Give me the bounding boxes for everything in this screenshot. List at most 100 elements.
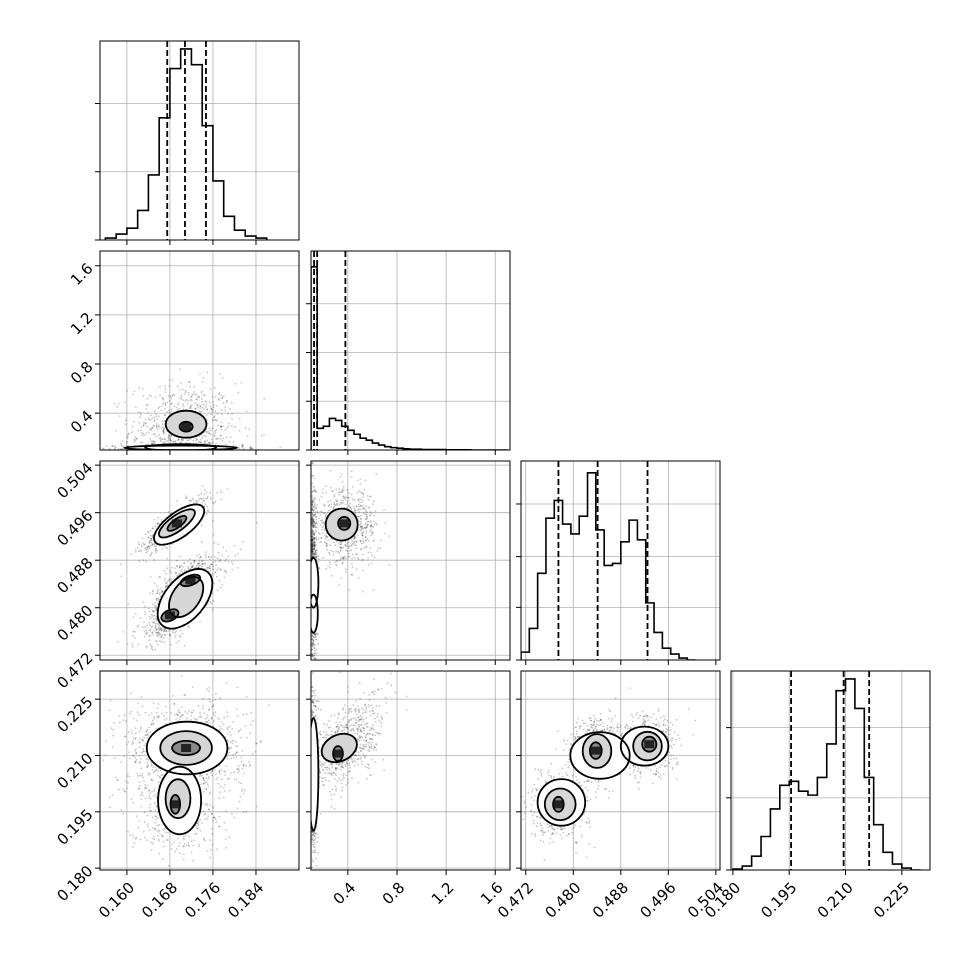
sample-point — [311, 550, 314, 553]
sample-point — [365, 532, 368, 535]
sample-point — [156, 470, 158, 472]
sample-point — [155, 608, 158, 610]
sample-point — [314, 515, 317, 518]
sample-point — [229, 407, 231, 410]
sample-point — [320, 519, 323, 522]
sample-point — [339, 491, 341, 493]
sample-point — [181, 438, 184, 441]
sample-point — [314, 663, 316, 665]
sample-point — [167, 454, 169, 456]
sample-point — [330, 490, 333, 492]
sample-point — [195, 566, 198, 569]
sample-point — [189, 558, 191, 560]
sample-point — [237, 552, 239, 555]
sample-point — [145, 629, 147, 632]
sample-point — [137, 411, 140, 413]
sample-point — [199, 774, 202, 776]
sample-point — [164, 413, 167, 416]
panel-2-1 — [306, 460, 511, 684]
sample-point — [340, 547, 343, 549]
sample-point — [311, 531, 314, 533]
sample-point — [179, 634, 182, 637]
sample-point — [211, 608, 214, 611]
sample-point — [233, 771, 236, 774]
sample-point — [199, 438, 202, 441]
sample-point — [215, 468, 217, 470]
sample-point — [216, 420, 219, 422]
sample-point — [315, 548, 318, 550]
contour-line-outer — [311, 557, 320, 609]
sample-point — [140, 441, 143, 444]
sample-point — [237, 391, 240, 394]
sample-point — [353, 537, 356, 539]
sample-point — [164, 391, 167, 393]
sample-point — [338, 491, 341, 494]
sample-point — [336, 502, 339, 505]
panel-0-0 — [95, 40, 300, 245]
sample-point — [311, 541, 314, 544]
sample-point — [216, 589, 219, 592]
sample-point — [222, 401, 225, 404]
sample-point — [234, 554, 237, 557]
sample-point — [207, 501, 209, 503]
sample-point — [353, 537, 356, 539]
sample-point — [161, 629, 163, 632]
sample-point — [142, 748, 144, 751]
sample-point — [313, 546, 316, 549]
sample-point — [175, 564, 178, 567]
sample-point — [370, 495, 372, 497]
sample-point — [316, 652, 318, 655]
sample-point — [152, 702, 155, 704]
sample-point — [171, 459, 173, 461]
sample-point — [165, 478, 167, 480]
sample-point — [170, 578, 173, 580]
sample-point — [371, 525, 373, 527]
sample-point — [326, 544, 329, 546]
sample-point — [250, 711, 252, 714]
panel-content — [521, 461, 720, 660]
sample-point — [217, 424, 220, 427]
sample-point — [207, 566, 210, 569]
sample-point — [356, 479, 359, 482]
sample-point — [186, 451, 188, 453]
sample-point — [234, 425, 237, 428]
sample-point — [202, 707, 205, 710]
sample-point — [210, 442, 213, 445]
sample-point — [353, 542, 355, 544]
sample-point — [228, 458, 230, 460]
sample-point — [340, 473, 343, 476]
sample-point — [144, 605, 146, 608]
sample-point — [156, 716, 158, 719]
sample-point — [182, 405, 185, 408]
sample-point — [330, 549, 333, 552]
sample-point — [164, 440, 167, 443]
sample-point — [355, 505, 358, 508]
sample-point — [311, 504, 314, 506]
sample-point — [135, 451, 137, 453]
sample-point — [233, 452, 235, 454]
sample-point — [151, 631, 153, 634]
sample-point — [134, 548, 137, 551]
sample-point — [134, 612, 137, 615]
sample-point — [311, 682, 313, 684]
sample-point — [359, 483, 362, 485]
density-core — [181, 422, 192, 431]
sample-point — [116, 451, 118, 453]
sample-point — [227, 777, 230, 780]
sample-point — [159, 626, 162, 629]
sample-point — [104, 754, 107, 756]
sample-point — [311, 535, 314, 537]
sample-point — [155, 605, 157, 608]
sample-point — [358, 505, 361, 508]
sample-point — [351, 544, 353, 546]
sample-point — [315, 648, 318, 651]
density-core — [171, 519, 182, 528]
sample-point — [354, 511, 357, 514]
sample-point — [312, 540, 315, 543]
sample-point — [178, 573, 180, 576]
sample-point — [180, 568, 183, 571]
sample-point — [325, 535, 328, 538]
sample-point — [173, 703, 176, 705]
sample-point — [145, 453, 147, 455]
sample-point — [194, 451, 196, 453]
